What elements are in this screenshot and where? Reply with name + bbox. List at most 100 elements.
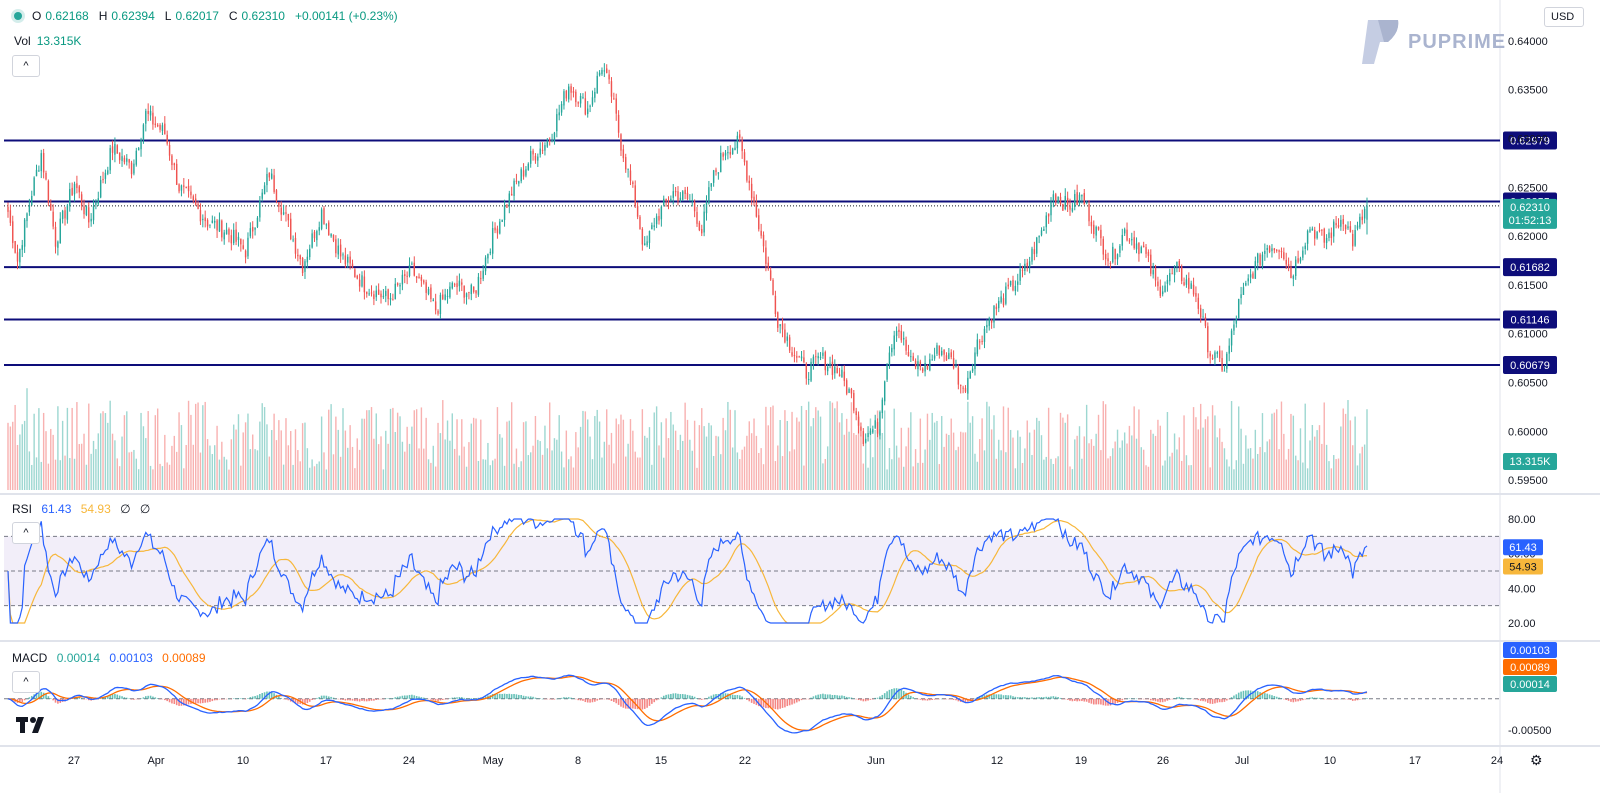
- macd-hist-bar: [204, 698, 206, 703]
- candle-body: [152, 112, 154, 125]
- volume-bar: [565, 430, 568, 490]
- candle-body: [1078, 194, 1081, 204]
- volume-bar: [1283, 433, 1285, 490]
- collapse-main-button[interactable]: ^: [12, 55, 40, 77]
- macd-hist-bar: [622, 698, 625, 708]
- volume-bar: [653, 412, 655, 490]
- price-axis-tick: 0.61500: [1508, 280, 1548, 292]
- candle-body: [209, 224, 211, 226]
- candle-body: [230, 235, 233, 244]
- candle-body: [518, 181, 520, 184]
- candle-body: [663, 198, 665, 205]
- volume-bar: [415, 409, 418, 490]
- macd-hist-bar: [734, 695, 736, 699]
- volume-bar: [240, 465, 242, 490]
- macd-hist-bar: [1349, 698, 1352, 700]
- macd-hist-bar: [1285, 698, 1288, 701]
- volume-bar: [190, 414, 192, 490]
- macd-hist-bar: [952, 698, 955, 701]
- macd-hist-bar: [743, 697, 746, 699]
- candle-body: [720, 152, 722, 173]
- candle-body: [102, 178, 104, 181]
- volume-bar: [1059, 412, 1062, 490]
- volume-bar: [453, 448, 456, 490]
- macd-hist-bar: [1135, 698, 1138, 700]
- time-axis-tick: 19: [1075, 755, 1087, 767]
- macd-hist-bar: [698, 698, 701, 700]
- volume-bar: [214, 445, 216, 490]
- currency-selector[interactable]: USD: [1544, 7, 1584, 27]
- candle-body: [461, 282, 463, 285]
- macd-hist-bar: [1005, 695, 1007, 699]
- macd-hist-bar: [209, 698, 211, 702]
- candle-body: [917, 361, 919, 370]
- volume-bar: [556, 439, 558, 490]
- candle-body: [418, 276, 420, 279]
- candle-body: [587, 108, 589, 115]
- candle-body: [1161, 291, 1164, 295]
- macd-hist-bar: [218, 698, 221, 700]
- candle-body: [1138, 242, 1140, 255]
- candle-body: [888, 352, 891, 366]
- candle-body: [287, 213, 290, 221]
- volume-bar: [655, 406, 658, 490]
- candle-body: [1147, 251, 1150, 256]
- macd-hist-bar: [926, 698, 929, 701]
- candle-body: [748, 180, 750, 184]
- candle-body: [496, 228, 499, 234]
- candle-body: [449, 286, 451, 298]
- candle-body: [788, 337, 791, 351]
- macd-hist-bar: [995, 694, 998, 699]
- candle-body: [64, 210, 66, 219]
- volume-bar: [237, 414, 240, 490]
- rsi-value-tag: [1503, 539, 1543, 556]
- candle-body: [893, 335, 895, 350]
- price-axis-tick: 0.64000: [1508, 36, 1548, 48]
- candle-body: [482, 270, 484, 279]
- volume-bar: [107, 422, 109, 490]
- volume-bar: [1218, 428, 1221, 490]
- macd-hist-bar: [339, 698, 342, 700]
- candle-body: [16, 252, 19, 262]
- macd-hist-bar: [1014, 696, 1017, 699]
- candle-body: [71, 187, 73, 196]
- candle-body: [57, 241, 59, 248]
- volume-bar: [879, 429, 881, 490]
- candle-body: [183, 185, 185, 187]
- volume-bar: [629, 419, 632, 490]
- candle-body: [995, 306, 998, 309]
- candle-body: [268, 172, 271, 178]
- macd-hist-bar: [1306, 698, 1309, 699]
- candle-body: [767, 262, 769, 269]
- volume-bar: [418, 448, 420, 490]
- candle-body: [537, 156, 539, 161]
- macd-hist-bar: [42, 692, 45, 699]
- volume-bar: [328, 409, 330, 490]
- candle-body: [275, 190, 278, 201]
- volume-bar: [299, 461, 301, 490]
- macd-hist-bar: [546, 698, 549, 700]
- collapse-macd-button[interactable]: ^: [12, 671, 40, 693]
- rsi-value-tag-label: 54.93: [1509, 561, 1537, 573]
- candles: [7, 63, 1368, 447]
- settings-gear-icon[interactable]: ⚙: [1530, 752, 1543, 768]
- volume-bar: [282, 464, 285, 490]
- macd-hist-bar: [166, 698, 168, 702]
- macd-hist-bar: [370, 698, 373, 701]
- volume-bar: [627, 443, 629, 490]
- candle-body: [130, 162, 133, 175]
- macd-hist-bar: [161, 698, 164, 700]
- candle-body: [1074, 194, 1076, 207]
- macd-hist-bar: [323, 695, 325, 699]
- volume-bar: [1114, 441, 1116, 490]
- volume-bar: [133, 449, 135, 490]
- candle-body: [596, 75, 598, 94]
- candle-body: [337, 245, 339, 255]
- volume-bar: [758, 452, 760, 490]
- candle-body: [1344, 224, 1347, 230]
- macd-hist-bar: [104, 696, 107, 699]
- collapse-rsi-button[interactable]: ^: [12, 522, 40, 544]
- volume-bar: [356, 438, 358, 490]
- volume-bar: [1363, 444, 1366, 490]
